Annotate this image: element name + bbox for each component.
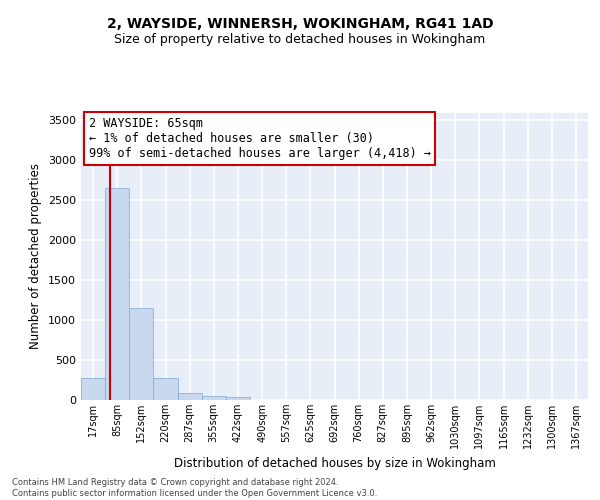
Text: Size of property relative to detached houses in Wokingham: Size of property relative to detached ho… (115, 32, 485, 46)
Y-axis label: Number of detached properties: Number of detached properties (29, 163, 43, 350)
Bar (178, 393, 202, 400)
Bar (105, 188, 129, 400)
Text: 2, WAYSIDE, WINNERSH, WOKINGHAM, RG41 1AD: 2, WAYSIDE, WINNERSH, WOKINGHAM, RG41 1A… (107, 18, 493, 32)
Bar (81, 378, 105, 400)
Bar (154, 378, 178, 400)
Bar (226, 397, 250, 400)
Text: Contains HM Land Registry data © Crown copyright and database right 2024.
Contai: Contains HM Land Registry data © Crown c… (12, 478, 377, 498)
Bar (202, 396, 226, 400)
Text: 2 WAYSIDE: 65sqm
← 1% of detached houses are smaller (30)
99% of semi-detached h: 2 WAYSIDE: 65sqm ← 1% of detached houses… (89, 117, 431, 160)
Bar (129, 308, 154, 400)
X-axis label: Distribution of detached houses by size in Wokingham: Distribution of detached houses by size … (173, 456, 496, 469)
